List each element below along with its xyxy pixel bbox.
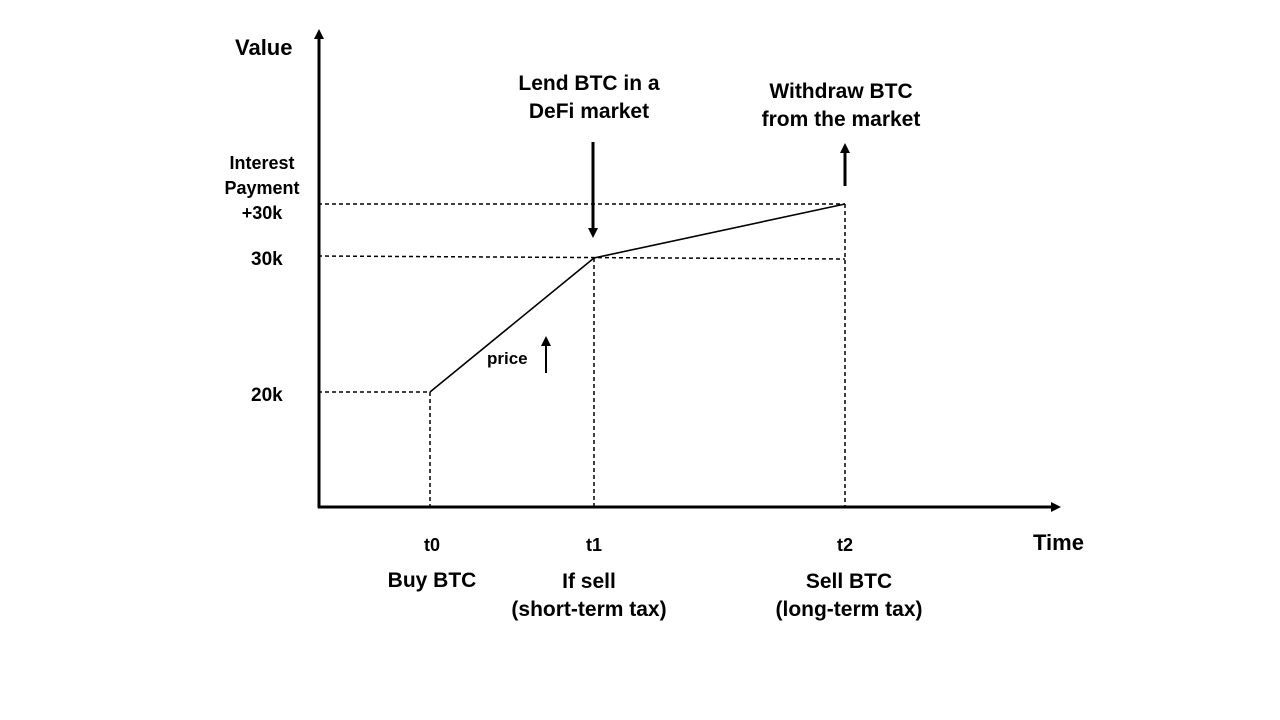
y-axis-label: Value [235,35,293,60]
event-sell-btc-long-term: Sell BTC (long-term tax) [775,570,923,621]
annotation-withdraw-btc: Withdraw BTC from the market [761,80,921,131]
event-if-sell-short-term: If sell (short-term tax) [511,570,667,621]
x-tick-t1: t1 [585,535,603,555]
x-axis-label: Time [1033,530,1084,555]
value-line [429,203,846,393]
event-buy-btc: Buy BTC [387,569,477,592]
y-tick-interest-payment: Interest Payment +30k [224,153,300,223]
annotation-price: price [487,349,528,368]
y-tick-20k: 20k [251,385,283,406]
x-tick-t2: t2 [836,535,854,555]
guide-30k-horizontal [317,255,846,260]
annotation-lend-btc: Lend BTC in a DeFi market [518,72,660,123]
x-tick-t0: t0 [423,535,441,555]
y-tick-30k: 30k [251,249,283,270]
